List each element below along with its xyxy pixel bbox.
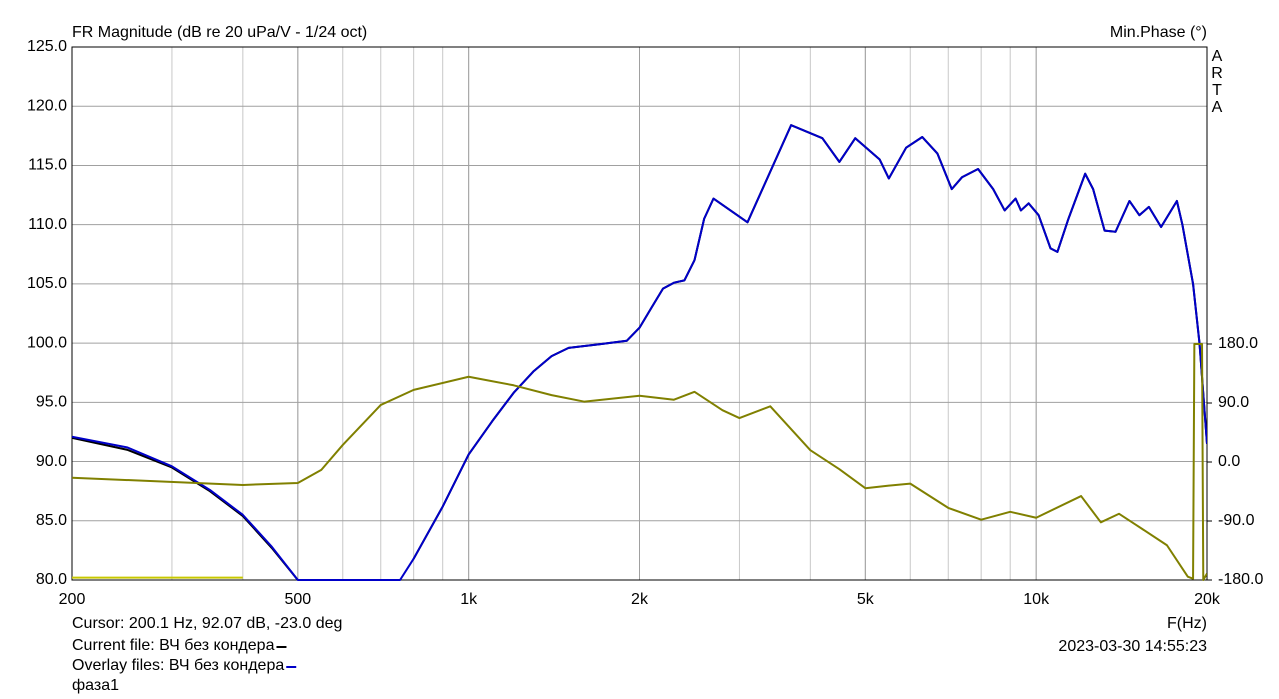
watermark-letter: T <box>1212 82 1222 99</box>
y2-tick-label: 90.0 <box>1218 394 1249 411</box>
x-tick-label: 500 <box>284 591 311 608</box>
y-tick-label: 120.0 <box>27 97 67 114</box>
watermark-letter: R <box>1211 65 1223 82</box>
y-tick-label: 115.0 <box>28 157 67 174</box>
y-tick-label: 110.0 <box>28 216 67 233</box>
x-tick-label: 200 <box>59 591 86 608</box>
watermark-letter: A <box>1212 48 1223 65</box>
y-tick-label: 125.0 <box>27 38 67 55</box>
y2-tick-label: 0.0 <box>1218 453 1240 470</box>
y-tick-label: 100.0 <box>27 334 67 351</box>
series-line <box>72 342 1207 581</box>
y-tick-label: 90.0 <box>36 453 67 470</box>
y-tick-label: 85.0 <box>36 512 67 529</box>
series-line <box>72 124 1207 581</box>
legend-label: фаза1 <box>72 677 119 694</box>
x-tick-label: 1k <box>460 591 478 608</box>
y-tick-label: 105.0 <box>27 275 67 292</box>
x-tick-label: 2k <box>631 591 649 608</box>
y2-tick-label: -90.0 <box>1218 512 1255 529</box>
x-tick-label: 5k <box>857 591 875 608</box>
y-tick-label: 80.0 <box>36 571 67 588</box>
plot-frame <box>71 46 1208 581</box>
cursor-readout: Cursor: 200.1 Hz, 92.07 dB, -23.0 deg <box>72 615 342 632</box>
x-axis-label: F(Hz) <box>1167 615 1207 632</box>
y-tick-label: 95.0 <box>36 394 67 411</box>
timestamp: 2023-03-30 14:55:23 <box>1058 638 1207 655</box>
watermark-letter: A <box>1212 99 1223 116</box>
x-tick-label: 10k <box>1023 591 1050 608</box>
legend-label: Current file: ВЧ без кондера <box>72 637 275 654</box>
legend-label: Overlay files: ВЧ без кондера <box>72 657 284 674</box>
chart-title: FR Magnitude (dB re 20 uPa/V - 1/24 oct) <box>72 24 367 41</box>
y2-tick-label: 180.0 <box>1218 335 1258 352</box>
y2-axis-label: Min.Phase (°) <box>1110 24 1207 41</box>
y2-tick-label: -180.0 <box>1218 571 1263 588</box>
x-tick-label: 20k <box>1194 591 1221 608</box>
